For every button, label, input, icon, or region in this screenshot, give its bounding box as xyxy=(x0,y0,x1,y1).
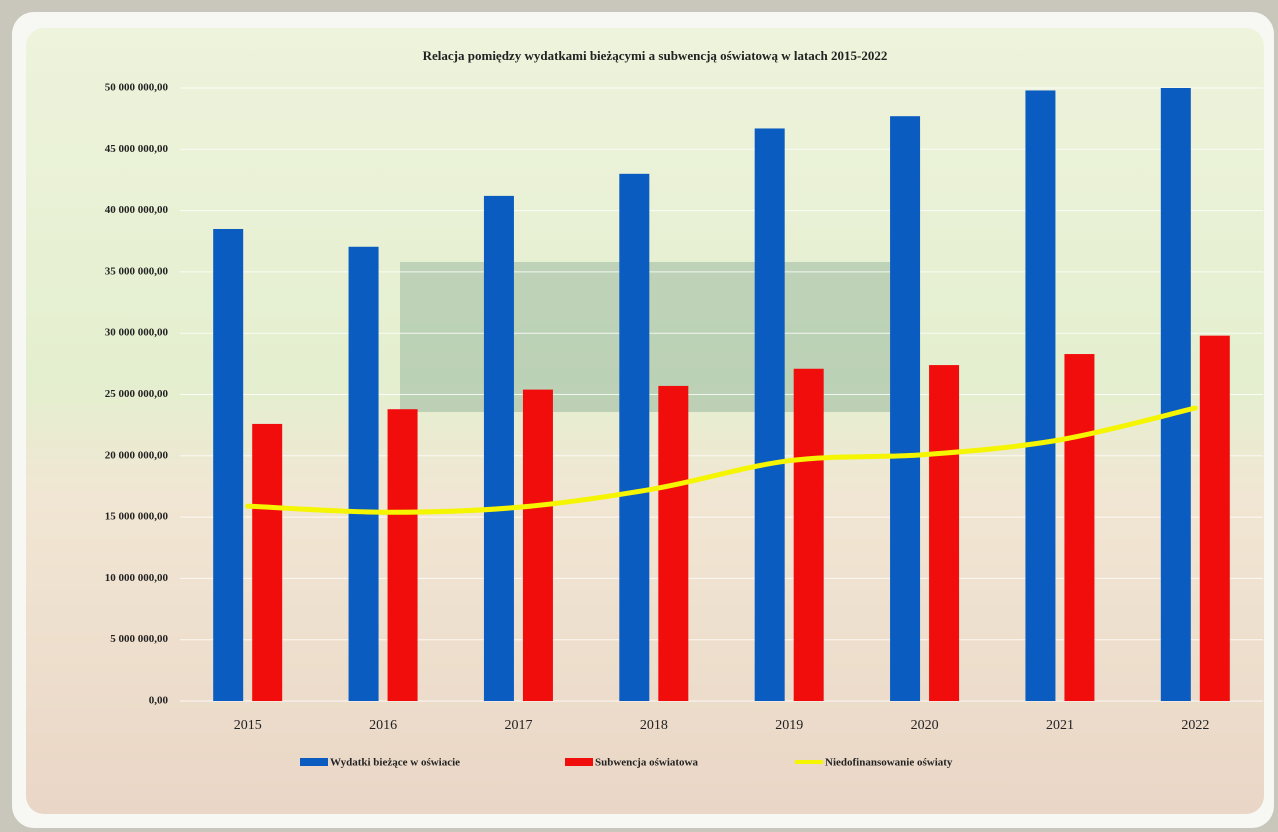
x-tick-label: 2018 xyxy=(640,718,668,733)
bar xyxy=(929,365,960,701)
y-tick-label: 5 000 000,00 xyxy=(110,633,168,645)
legend-swatch xyxy=(565,758,593,766)
bar xyxy=(1199,335,1230,701)
bar xyxy=(793,368,824,701)
x-tick-label: 2022 xyxy=(1181,718,1209,733)
legend-swatch xyxy=(795,760,823,764)
x-tick-label: 2019 xyxy=(775,718,803,733)
y-tick-label: 40 000 000,00 xyxy=(105,204,169,216)
y-tick-label: 10 000 000,00 xyxy=(105,572,169,584)
y-tick-label: 45 000 000,00 xyxy=(105,143,169,155)
bar xyxy=(1064,354,1095,701)
bar xyxy=(522,389,553,701)
y-tick-label: 30 000 000,00 xyxy=(105,327,169,339)
x-tick-label: 2016 xyxy=(369,718,397,733)
bar xyxy=(754,128,785,701)
legend-swatch xyxy=(300,758,328,766)
x-tick-label: 2020 xyxy=(911,718,939,733)
y-tick-label: 25 000 000,00 xyxy=(105,388,169,400)
x-tick-label: 2017 xyxy=(504,718,532,733)
bar xyxy=(213,228,244,702)
x-tick-label: 2015 xyxy=(234,718,262,733)
line xyxy=(245,405,1198,515)
chart-title: Relacja pomiędzy wydatkami bieżącymi a s… xyxy=(423,48,888,63)
legend-label: Subwencja oświatowa xyxy=(595,757,698,769)
bar xyxy=(387,409,418,701)
bar xyxy=(483,195,514,701)
bar xyxy=(619,173,650,701)
bar xyxy=(658,385,689,701)
legend-label: Niedofinansowanie oświaty xyxy=(825,757,953,769)
bar xyxy=(1025,90,1056,701)
y-tick-label: 35 000 000,00 xyxy=(105,265,169,277)
legend-label: Wydatki bieżące w oświacie xyxy=(330,757,460,769)
bar xyxy=(890,116,921,701)
y-tick-label: 15 000 000,00 xyxy=(105,511,169,523)
y-tick-label: 0,00 xyxy=(149,695,169,707)
y-tick-label: 20 000 000,00 xyxy=(105,449,169,461)
bar xyxy=(252,423,283,701)
bar xyxy=(348,246,379,701)
y-tick-label: 50 000 000,00 xyxy=(105,82,169,94)
x-tick-label: 2021 xyxy=(1046,718,1074,733)
bar xyxy=(1160,88,1191,701)
